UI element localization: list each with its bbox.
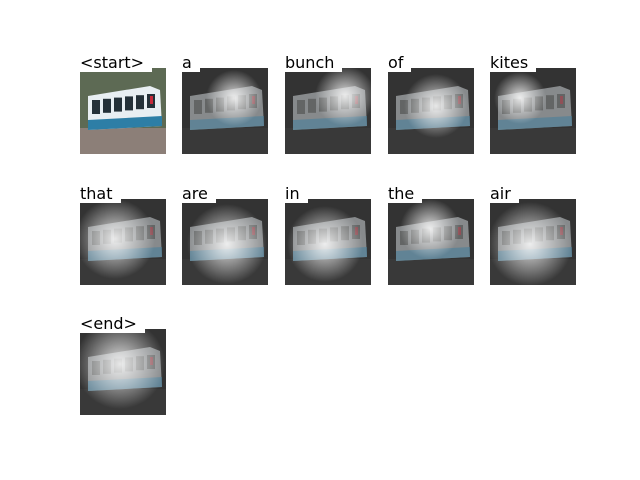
attention-map-image — [388, 199, 474, 285]
attention-map-image — [285, 199, 371, 285]
attention-cell: kites — [490, 54, 576, 154]
attention-cell: are — [182, 185, 268, 285]
attention-map-image — [285, 68, 371, 154]
attention-map-image — [80, 329, 166, 415]
attention-cell: <start> — [80, 54, 166, 154]
attention-map-image — [388, 68, 474, 154]
attention-cell: <end> — [80, 315, 166, 415]
attention-map-image — [490, 68, 576, 154]
attention-map-image — [182, 68, 268, 154]
word-label: the — [388, 185, 423, 203]
word-label: are — [182, 185, 216, 203]
attention-cell: that — [80, 185, 166, 285]
word-label: <start> — [80, 54, 153, 72]
attention-map-image — [80, 199, 166, 285]
attention-map-image — [182, 199, 268, 285]
attention-cell: the — [388, 185, 474, 285]
word-label: of — [388, 54, 412, 72]
attention-cell: air — [490, 185, 576, 285]
word-label: in — [285, 185, 308, 203]
attention-cell: bunch — [285, 54, 371, 154]
word-label: a — [182, 54, 200, 72]
attention-cell: of — [388, 54, 474, 154]
word-label: bunch — [285, 54, 343, 72]
word-label: kites — [490, 54, 537, 72]
attention-map-image — [80, 68, 166, 154]
attention-cell: in — [285, 185, 371, 285]
attention-cell: a — [182, 54, 268, 154]
attention-map-image — [490, 199, 576, 285]
word-label: air — [490, 185, 519, 203]
word-label: <end> — [80, 315, 145, 333]
word-label: that — [80, 185, 121, 203]
